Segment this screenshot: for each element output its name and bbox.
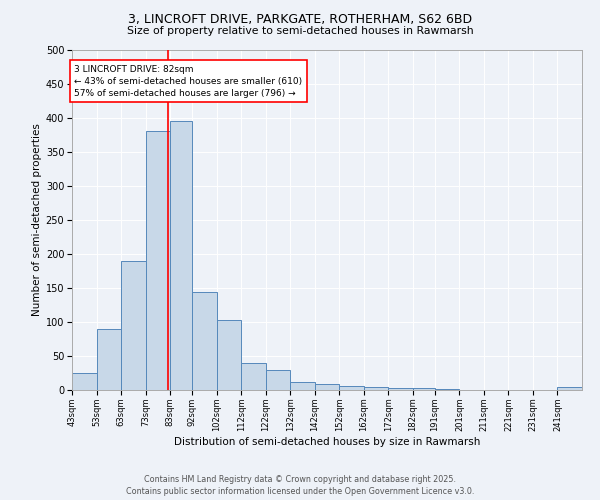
Text: 3, LINCROFT DRIVE, PARKGATE, ROTHERHAM, S62 6BD: 3, LINCROFT DRIVE, PARKGATE, ROTHERHAM, … bbox=[128, 12, 472, 26]
Bar bbox=[339, 386, 364, 390]
Text: 3 LINCROFT DRIVE: 82sqm
← 43% of semi-detached houses are smaller (610)
57% of s: 3 LINCROFT DRIVE: 82sqm ← 43% of semi-de… bbox=[74, 65, 302, 98]
Bar bbox=[413, 388, 435, 390]
Bar bbox=[146, 131, 170, 390]
Bar bbox=[266, 370, 290, 390]
Bar bbox=[241, 363, 266, 390]
Bar bbox=[121, 262, 146, 390]
X-axis label: Distribution of semi-detached houses by size in Rawmarsh: Distribution of semi-detached houses by … bbox=[174, 437, 480, 447]
Text: Size of property relative to semi-detached houses in Rawmarsh: Size of property relative to semi-detach… bbox=[127, 26, 473, 36]
Bar bbox=[557, 386, 582, 390]
Bar bbox=[364, 386, 388, 390]
Bar bbox=[290, 382, 315, 390]
Bar bbox=[72, 373, 97, 390]
Y-axis label: Number of semi-detached properties: Number of semi-detached properties bbox=[32, 124, 41, 316]
Bar bbox=[217, 320, 241, 390]
Bar bbox=[315, 384, 339, 390]
Bar bbox=[192, 292, 217, 390]
Bar bbox=[388, 388, 413, 390]
Bar bbox=[97, 330, 121, 390]
Text: Contains HM Land Registry data © Crown copyright and database right 2025.
Contai: Contains HM Land Registry data © Crown c… bbox=[126, 475, 474, 496]
Bar bbox=[170, 120, 192, 390]
